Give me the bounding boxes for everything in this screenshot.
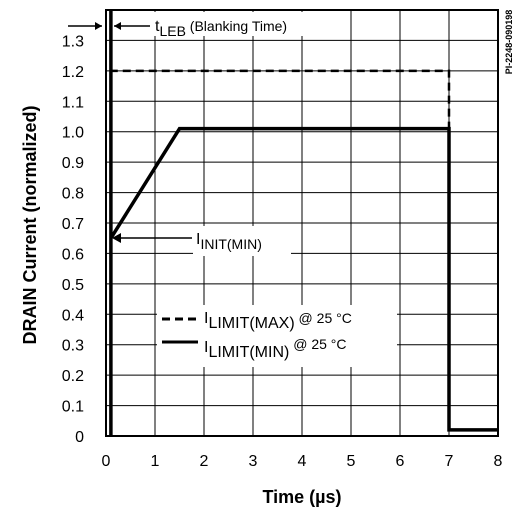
iinit-sub: INIT(MIN) (200, 236, 261, 252)
iinit-main: I (196, 231, 200, 248)
x-tick-label: 2 (200, 453, 209, 470)
figure-id: PI-2248-090198 (504, 10, 514, 75)
x-tick-label: 4 (298, 453, 307, 470)
x-tick-label: 0 (102, 453, 111, 470)
x-tick-label: 8 (494, 453, 503, 470)
y-tick-label: 1.0 (62, 125, 84, 142)
y-tick-label: 0.8 (62, 186, 84, 203)
tleb-arrow-left-head (95, 22, 102, 30)
tleb-arrow-right-head (114, 22, 121, 30)
y-tick-label: 0.9 (62, 155, 84, 172)
series-layer (109, 10, 498, 436)
plot-frame (105, 9, 499, 437)
y-tick-label: 1.2 (62, 64, 84, 81)
legend-min-main: I (204, 339, 208, 356)
legend-bg (157, 305, 397, 367)
legend-label-max: ILIMIT(MAX) @ 25 °C (204, 310, 352, 332)
legend-min-suffix: @ 25 °C (289, 336, 346, 352)
tleb-sub: LEB (159, 23, 185, 39)
tleb-main: t (155, 18, 160, 35)
tick-labels: 0 1 2 3 4 5 6 7 8 0 0.1 0.2 0.3 0.4 0.5 0.6 0.7 0.8 0.9 1.0… (62, 33, 503, 470)
y-tick-label: 0.2 (62, 368, 84, 385)
y-tick-label: 0.7 (62, 216, 84, 233)
x-axis-title: Time (µs) (262, 487, 341, 507)
tleb-label: tLEB (Blanking Time) (155, 18, 287, 39)
blanking-time-annotation: tLEB (Blanking Time) (68, 12, 336, 39)
legend: ILIMIT(MAX) @ 25 °C ILIMIT(MIN) @ 25 °C (157, 305, 397, 367)
legend-label-min: ILIMIT(MIN) @ 25 °C (204, 336, 347, 361)
y-tick-label: 1.1 (62, 94, 84, 111)
series-ilimit-min-line (109, 10, 498, 436)
y-tick-label: 0.6 (62, 246, 84, 263)
tleb-label-bg (152, 12, 336, 36)
x-tick-label: 3 (249, 453, 258, 470)
iinit-label-bg (193, 226, 291, 256)
y-tick-label: 0.4 (62, 307, 84, 324)
x-tick-label: 5 (347, 453, 356, 470)
y-tick-label: 0.3 (62, 338, 84, 355)
y-tick-label: 0.1 (62, 399, 84, 416)
series-ilimit-max-line (109, 69, 498, 436)
iinit-label: IINIT(MIN) (196, 231, 262, 252)
y-tick-label: 0.5 (62, 277, 84, 294)
legend-max-suffix: @ 25 °C (295, 310, 352, 326)
x-tick-label: 1 (151, 453, 160, 470)
legend-max-sub: LIMIT(MAX) (208, 315, 294, 332)
y-tick-label: 0 (75, 429, 84, 446)
x-tick-label: 7 (445, 453, 454, 470)
iinit-annotation: IINIT(MIN) (112, 226, 291, 256)
legend-max-main: I (204, 310, 208, 327)
tleb-suffix: (Blanking Time) (186, 18, 287, 34)
y-axis-title: DRAIN Current (normalized) (20, 105, 40, 344)
y-tick-label: 1.3 (62, 33, 84, 50)
x-tick-label: 6 (396, 453, 405, 470)
legend-min-sub: LIMIT(MIN) (208, 344, 289, 361)
grid (105, 10, 499, 437)
iinit-arrow-head (112, 233, 121, 243)
